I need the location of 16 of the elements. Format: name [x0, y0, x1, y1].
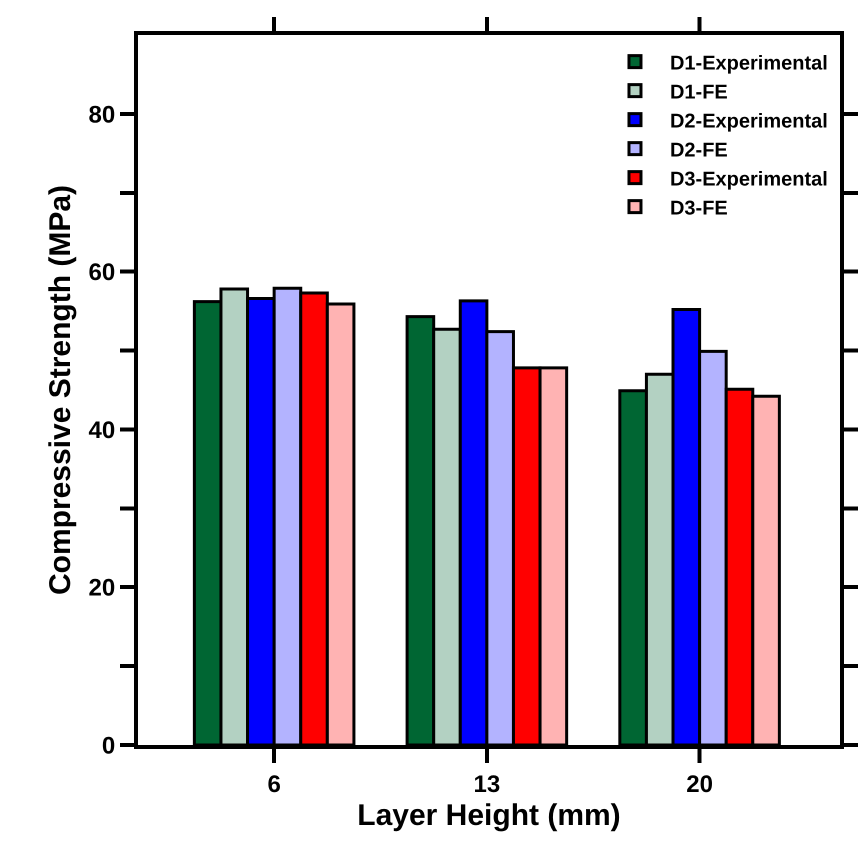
y-tick-label: 0: [102, 732, 116, 760]
legend-label: D1-FE: [670, 81, 728, 104]
legend-label: D3-FE: [670, 197, 728, 220]
y-tick-label: 20: [88, 574, 116, 602]
y-tick-label: 60: [88, 259, 116, 286]
legend-label: D2-Experimental: [670, 110, 828, 132]
y-tick-label: 80: [88, 101, 116, 128]
legend-label: D3-Experimental: [670, 168, 828, 190]
y-tick-label: 40: [88, 416, 116, 444]
x-tick-label: 6: [267, 770, 281, 798]
y-axis-title: Compressive Strength (MPa): [44, 184, 77, 596]
x-tick-label: 20: [686, 770, 713, 798]
x-tick-label: 13: [474, 770, 500, 798]
legend-label: D2-FE: [670, 139, 728, 162]
x-axis-title: Layer Height (mm): [357, 798, 621, 832]
legend-label: D1-Experimental: [670, 52, 828, 74]
